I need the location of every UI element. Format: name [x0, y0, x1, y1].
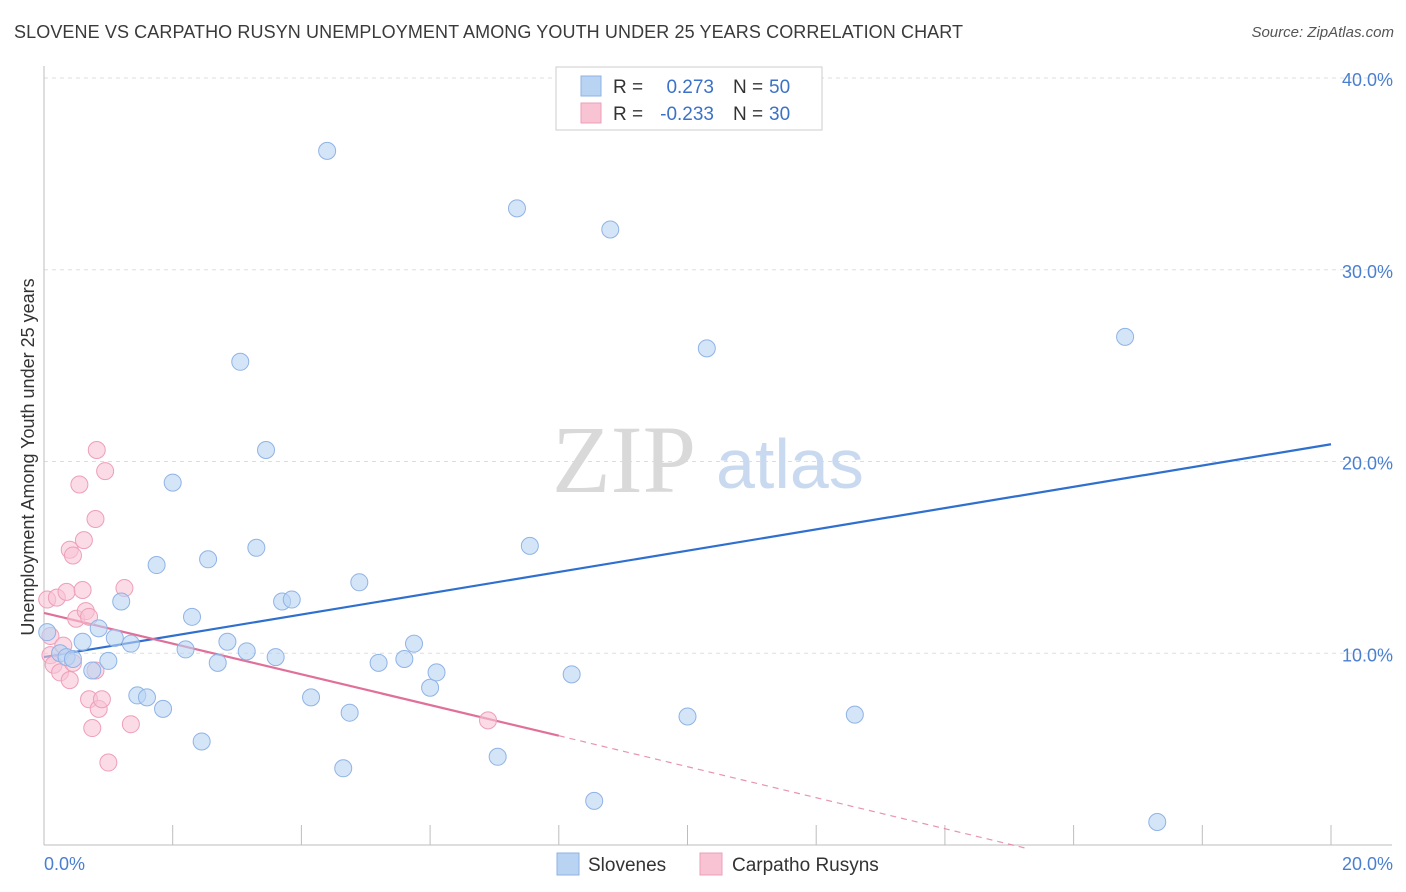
watermark: ZIP atlas: [552, 406, 864, 513]
y-tick-label: 40.0%: [1342, 70, 1393, 90]
point-slovenes: [137, 688, 156, 707]
point-slovenes: [231, 352, 250, 371]
point-slovenes: [601, 220, 620, 239]
point-slovenes: [427, 663, 446, 682]
point-slovenes: [218, 632, 237, 651]
point-carpatho-rusyns: [70, 475, 89, 494]
x-tick-label: 20.0%: [1342, 854, 1393, 874]
point-slovenes: [154, 699, 173, 718]
point-slovenes: [38, 623, 57, 642]
point-slovenes: [99, 651, 118, 670]
tick-label-layer: 10.0% 20.0% 30.0% 40.0% 0.0% 20.0%: [44, 70, 1393, 874]
point-slovenes: [163, 473, 182, 492]
legend-swatch-rusyns: [699, 852, 723, 876]
stats-n-value-slovenes: 50: [769, 77, 790, 98]
point-slovenes: [1148, 812, 1167, 831]
point-slovenes: [112, 592, 131, 611]
point-slovenes: [845, 705, 864, 724]
point-slovenes: [257, 440, 276, 459]
point-slovenes: [488, 747, 507, 766]
point-carpatho-rusyns: [479, 711, 498, 730]
point-slovenes: [192, 732, 211, 751]
point-slovenes: [83, 661, 102, 680]
point-slovenes: [183, 607, 202, 626]
point-slovenes: [105, 628, 124, 647]
point-carpatho-rusyns: [63, 546, 82, 565]
y-tick-label: 30.0%: [1342, 262, 1393, 282]
point-slovenes: [208, 653, 227, 672]
stats-n-value-rusyns: 30: [769, 104, 790, 125]
point-slovenes: [318, 141, 337, 160]
point-slovenes: [340, 703, 359, 722]
point-slovenes: [562, 665, 581, 684]
trend-line-rusyns-extension: [558, 735, 1029, 850]
stats-r-value-slovenes: 0.273: [666, 77, 714, 98]
watermark-zip: ZIP: [552, 406, 696, 513]
stats-n-label-rusyns: N =: [733, 104, 763, 125]
point-slovenes: [421, 678, 440, 697]
stats-n-label-slovenes: N =: [733, 77, 763, 98]
stats-r-label-rusyns: R =: [613, 104, 643, 125]
point-slovenes: [520, 536, 539, 555]
point-carpatho-rusyns: [121, 715, 140, 734]
point-carpatho-rusyns: [96, 462, 115, 481]
point-slovenes: [1116, 327, 1135, 346]
point-slovenes: [395, 650, 414, 669]
axes-layer: [43, 66, 1392, 846]
point-carpatho-rusyns: [87, 440, 106, 459]
legend-label-rusyns: Carpatho Rusyns: [732, 855, 879, 876]
point-slovenes: [89, 619, 108, 638]
legend-swatch-slovenes: [556, 852, 580, 876]
series-legend: Slovenes Carpatho Rusyns: [556, 852, 879, 876]
point-slovenes: [585, 791, 604, 810]
stats-legend-swatch-rusyns: [580, 102, 602, 124]
trend-layer: [43, 443, 1332, 850]
point-slovenes: [73, 632, 92, 651]
point-slovenes: [63, 650, 82, 669]
point-slovenes: [247, 538, 266, 557]
point-slovenes: [147, 556, 166, 575]
point-slovenes: [176, 640, 195, 659]
point-slovenes: [405, 634, 424, 653]
point-slovenes: [350, 573, 369, 592]
point-carpatho-rusyns: [99, 753, 118, 772]
trend-line-rusyns: [43, 611, 560, 737]
point-carpatho-rusyns: [86, 510, 105, 529]
trend-line-slovenes: [43, 443, 1332, 659]
point-carpatho-rusyns: [57, 582, 76, 601]
point-slovenes: [507, 199, 526, 218]
point-slovenes: [266, 648, 285, 667]
point-slovenes: [282, 590, 301, 609]
stats-r-label-slovenes: R =: [613, 77, 643, 98]
point-slovenes: [199, 550, 218, 569]
point-carpatho-rusyns: [83, 719, 102, 738]
point-slovenes: [678, 707, 697, 726]
point-carpatho-rusyns: [60, 671, 79, 690]
stats-legend-swatch-slovenes: [580, 75, 602, 97]
y-tick-label: 10.0%: [1342, 645, 1393, 665]
point-slovenes: [121, 634, 140, 653]
point-carpatho-rusyns: [80, 607, 99, 626]
y-tick-label: 20.0%: [1342, 454, 1393, 474]
stats-r-value-rusyns: -0.233: [660, 104, 714, 125]
point-carpatho-rusyns: [92, 690, 111, 709]
stats-legend: R = 0.273 N = 50 R = -0.233 N = 30: [555, 66, 823, 131]
point-slovenes: [697, 339, 716, 358]
point-carpatho-rusyns: [73, 580, 92, 599]
point-slovenes: [302, 688, 321, 707]
legend-label-slovenes: Slovenes: [588, 855, 666, 876]
chart-source: Source: ZipAtlas.com: [1251, 24, 1394, 41]
watermark-atlas: atlas: [716, 425, 864, 503]
y-axis-title: Unemployment Among Youth under 25 years: [18, 278, 38, 635]
points-layer: [38, 141, 1167, 831]
point-slovenes: [237, 642, 256, 661]
point-slovenes: [334, 759, 353, 778]
chart-title: SLOVENE VS CARPATHO RUSYN UNEMPLOYMENT A…: [14, 22, 964, 42]
point-carpatho-rusyns: [74, 531, 93, 550]
point-slovenes: [369, 653, 388, 672]
x-tick-label: 0.0%: [44, 854, 85, 874]
